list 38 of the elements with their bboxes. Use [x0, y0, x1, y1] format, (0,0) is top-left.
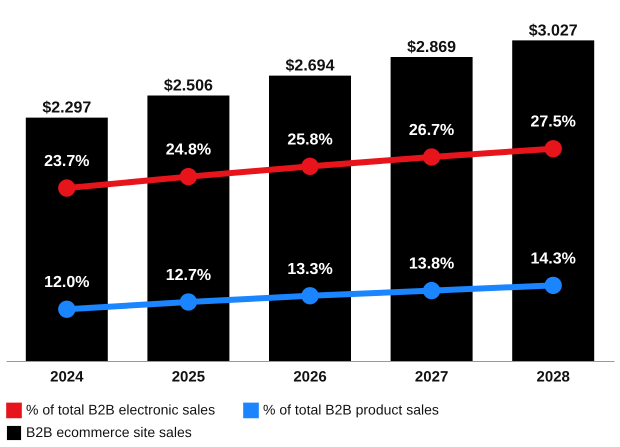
data-label: 12.7%	[166, 266, 212, 284]
point	[422, 148, 440, 166]
x-tick-label: 2028	[536, 368, 570, 386]
data-label: 23.7%	[44, 153, 90, 170]
bar	[147, 96, 230, 361]
point	[180, 168, 198, 186]
legend-label: % of total B2B product sales	[263, 401, 439, 418]
data-label: 26.7%	[408, 122, 454, 140]
x-tick-label: 2026	[293, 368, 327, 386]
data-label: $2.869	[407, 39, 456, 56]
x-tick-label: 2027	[414, 368, 448, 386]
data-label: 12.0%	[44, 274, 90, 292]
point	[544, 276, 562, 294]
legend-label: B2B ecommerce site sales	[26, 424, 192, 440]
point	[544, 140, 562, 158]
legend-label: % of total B2B electronic sales	[26, 401, 216, 418]
x-tick-label: 2025	[172, 368, 206, 386]
data-label: $2.297	[42, 100, 92, 117]
bar	[512, 40, 594, 361]
data-label: 24.8%	[166, 142, 212, 159]
point	[301, 287, 319, 304]
data-label: $2.506	[164, 78, 213, 95]
bar	[26, 118, 108, 361]
data-label: 27.5%	[530, 114, 576, 131]
bar	[390, 57, 473, 361]
data-label: 13.3%	[287, 260, 333, 278]
data-label: 13.8%	[408, 256, 454, 273]
point	[422, 282, 440, 300]
data-label: 14.3%	[530, 250, 576, 268]
point	[58, 179, 76, 197]
point	[180, 293, 198, 311]
data-label: $2.694	[286, 58, 335, 75]
data-label: $3.027	[528, 22, 578, 40]
point	[58, 300, 76, 318]
bar	[269, 76, 351, 361]
point	[301, 158, 319, 175]
x-tick-label: 2024	[50, 368, 84, 386]
data-label: 25.8%	[287, 131, 333, 148]
